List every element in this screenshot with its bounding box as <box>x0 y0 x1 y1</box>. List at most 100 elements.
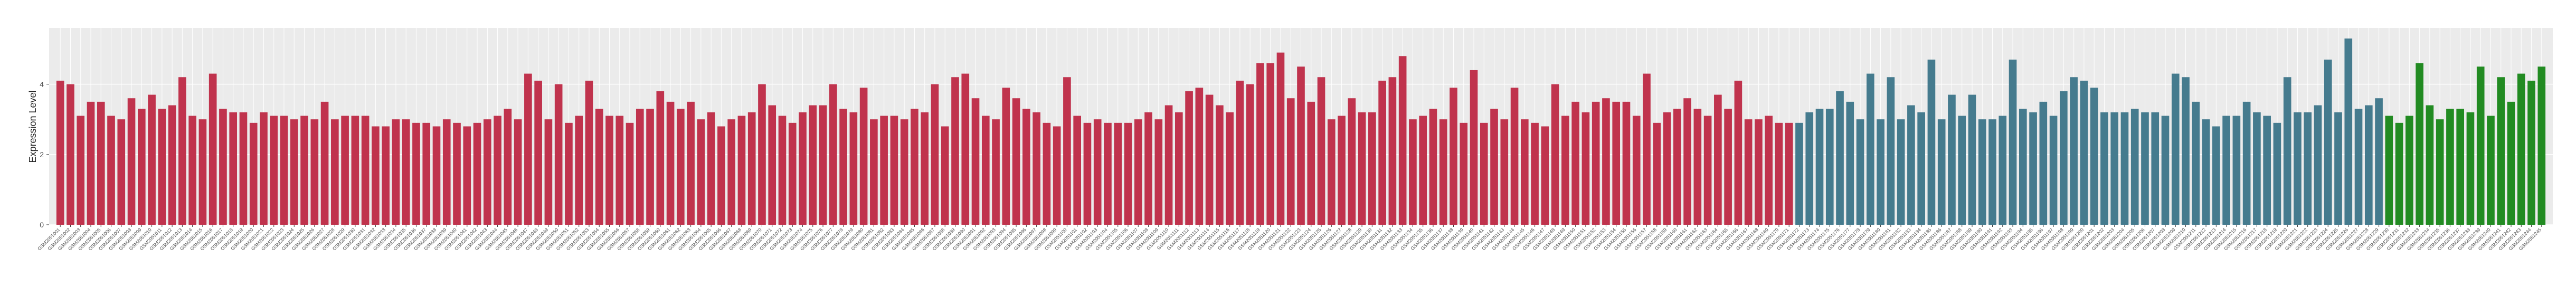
bar <box>565 122 573 225</box>
bar <box>1500 119 1509 225</box>
bar <box>1012 98 1020 225</box>
bar <box>331 119 339 225</box>
bar <box>1917 112 1925 225</box>
bar <box>2090 88 2098 225</box>
bar <box>1195 88 1204 225</box>
bar <box>1755 119 1763 225</box>
bar <box>1378 80 1386 225</box>
bar <box>209 73 217 225</box>
bar <box>2151 112 2160 225</box>
bar <box>2253 112 2261 225</box>
bar <box>97 101 105 225</box>
bar <box>2019 109 2027 225</box>
bar <box>1297 66 1305 225</box>
bar <box>1022 109 1030 225</box>
bar <box>1867 73 1874 225</box>
bar <box>1887 77 1895 225</box>
bar <box>148 94 156 225</box>
bar <box>2192 101 2200 225</box>
bar <box>2212 126 2220 225</box>
bar <box>402 119 410 225</box>
bar <box>229 112 238 225</box>
bar <box>717 126 725 225</box>
bar <box>1450 88 1457 225</box>
bar <box>2354 109 2363 225</box>
bar <box>1673 109 1681 225</box>
bar <box>1388 77 1397 225</box>
bar <box>2141 112 2149 225</box>
bar <box>1327 119 1336 225</box>
bar <box>2110 112 2119 225</box>
bar <box>1276 52 1285 225</box>
bar <box>2161 116 2170 225</box>
bar <box>2334 112 2342 225</box>
bar <box>2273 122 2281 225</box>
bar <box>2476 66 2485 225</box>
bar <box>2263 116 2271 225</box>
bar <box>2232 116 2241 225</box>
bar <box>320 101 329 225</box>
bar <box>768 105 776 225</box>
bar <box>1815 109 1824 225</box>
bar <box>178 77 186 225</box>
bar <box>819 105 827 225</box>
bar <box>137 109 146 225</box>
bar <box>341 116 349 225</box>
bar <box>1958 116 1966 225</box>
bar <box>880 116 888 225</box>
bar <box>1846 101 1854 225</box>
bar <box>1490 109 1498 225</box>
bar <box>2375 98 2383 225</box>
bar <box>1795 122 1803 225</box>
bar <box>1266 63 1275 225</box>
bar <box>737 116 746 225</box>
bar <box>2242 101 2251 225</box>
bar <box>1978 119 1986 225</box>
bar <box>788 122 797 225</box>
bar <box>504 109 512 225</box>
bar <box>239 112 248 225</box>
bar <box>921 112 929 225</box>
bar <box>483 119 491 225</box>
bar <box>1825 109 1834 225</box>
bar <box>1439 119 1447 225</box>
bar <box>2446 109 2454 225</box>
bar <box>859 88 868 225</box>
bar <box>1002 88 1010 225</box>
bar <box>1338 116 1346 225</box>
bar <box>2029 112 2037 225</box>
y-axis-label: Expression Level <box>27 90 38 162</box>
bar <box>2182 77 2190 225</box>
bar <box>1632 116 1641 225</box>
bar <box>687 101 695 225</box>
bar <box>605 116 613 225</box>
bar <box>981 116 990 225</box>
bar <box>300 116 308 225</box>
bar <box>1724 109 1732 225</box>
bar <box>1043 122 1051 225</box>
bar <box>1246 84 1254 225</box>
bar <box>1683 98 1691 225</box>
bar <box>1785 122 1793 225</box>
bar <box>534 80 542 225</box>
bar <box>870 119 878 225</box>
bar <box>1124 122 1132 225</box>
bar <box>544 119 553 225</box>
bar <box>1744 119 1753 225</box>
bar <box>77 116 85 225</box>
bar <box>1643 73 1651 225</box>
bar <box>707 112 715 225</box>
bar <box>158 109 166 225</box>
bar <box>2487 116 2495 225</box>
bar <box>2426 105 2434 225</box>
bar <box>117 119 126 225</box>
bar <box>2100 112 2108 225</box>
bar <box>1419 116 1427 225</box>
bar <box>2456 109 2465 225</box>
bar <box>626 122 634 225</box>
bar <box>442 119 451 225</box>
bar <box>585 80 593 225</box>
bar <box>1653 122 1661 225</box>
bar <box>554 84 563 225</box>
bar <box>2466 112 2475 225</box>
